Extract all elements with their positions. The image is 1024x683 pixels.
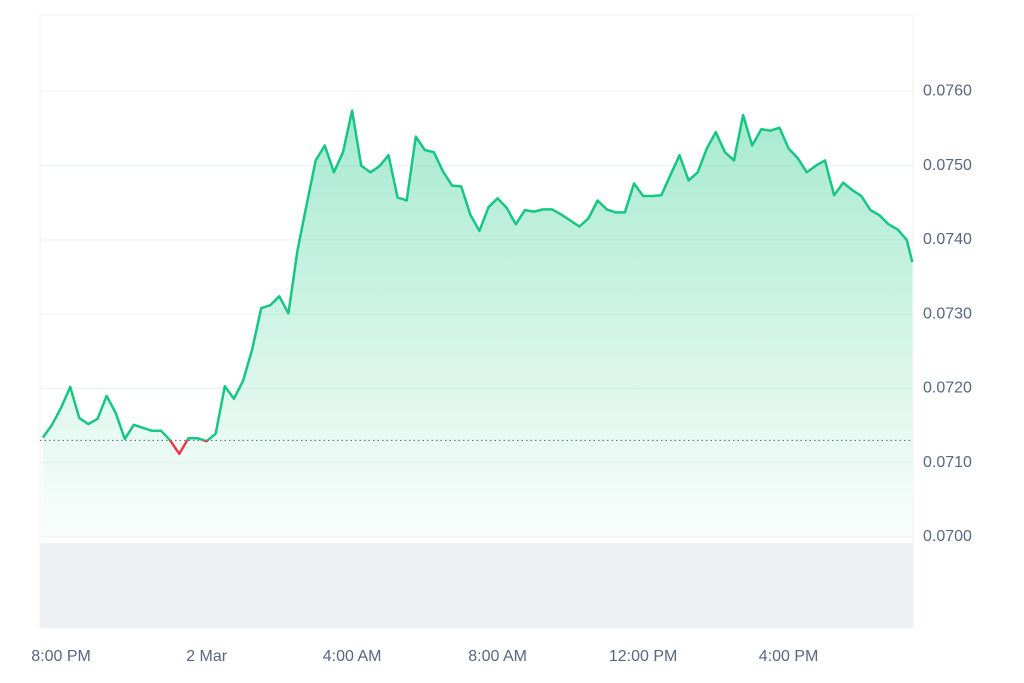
y-tick-label: 0.0740 <box>923 231 972 248</box>
price-line <box>41 109 914 456</box>
y-tick-label: 0.0700 <box>923 528 972 545</box>
y-tick-label: 0.0750 <box>923 157 972 174</box>
y-tick-label: 0.0710 <box>923 454 972 471</box>
area <box>42 110 913 537</box>
y-tick-label: 0.0720 <box>923 380 972 397</box>
x-tick-label: 8:00 AM <box>468 648 527 665</box>
volume-band <box>40 543 913 628</box>
y-tick-label: 0.0760 <box>923 83 972 100</box>
x-tick-label: 2 Mar <box>186 648 228 665</box>
y-tick-label: 0.0730 <box>923 305 972 322</box>
x-tick-label: 12:00 PM <box>609 648 677 665</box>
x-tick-label: 4:00 PM <box>759 648 819 665</box>
x-tick-label: 8:00 PM <box>31 648 91 665</box>
x-tick-label: 4:00 AM <box>323 648 382 665</box>
